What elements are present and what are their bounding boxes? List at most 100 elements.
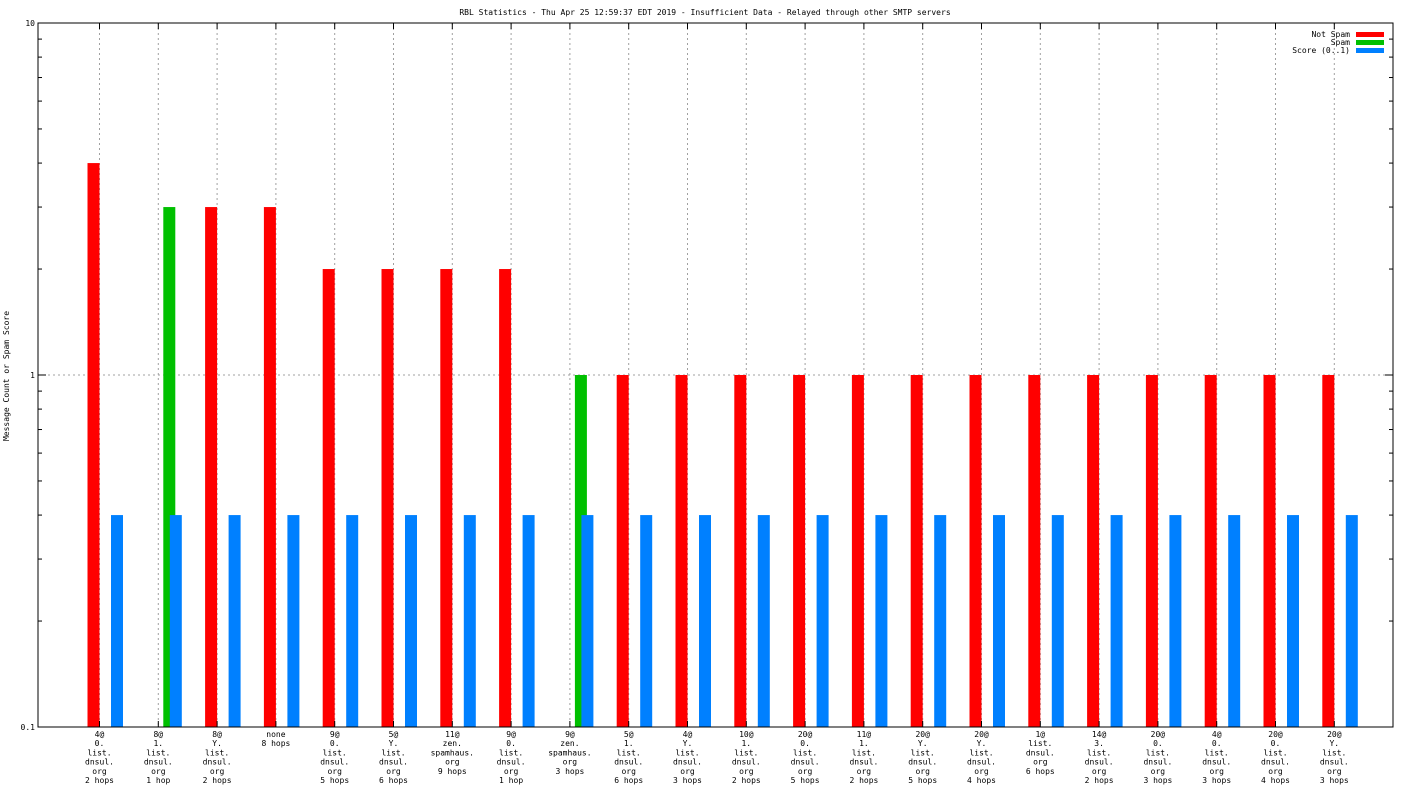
x-tick-label-line: org	[798, 767, 813, 776]
bar-score-0-1	[816, 515, 829, 727]
bar-not-spam	[1145, 375, 1158, 727]
bar-score-0-1	[699, 515, 711, 727]
legend-label: Spam	[1331, 38, 1350, 47]
x-tick-label-line: none	[266, 730, 285, 739]
x-tick-label-line: 8 hops	[261, 739, 290, 748]
x-tick-label-line: 3 hops	[1143, 776, 1172, 785]
bar-not-spam	[910, 375, 923, 727]
bar-score-0-1	[405, 515, 417, 727]
x-tick-label: 5@ 1. list. dnsul. org 6 hops	[614, 730, 643, 785]
legend-swatch	[1356, 48, 1384, 53]
x-tick-label: 4@ 0. list. dnsul. org 3 hops	[1202, 730, 1231, 785]
bar-score-0-1	[463, 515, 476, 727]
x-tick-label-line: org	[915, 767, 930, 776]
bar-not-spam	[1322, 375, 1335, 727]
x-tick-label-line: zen.	[443, 739, 462, 748]
y-axis-ticks: 0.1 1 10	[21, 19, 1393, 732]
x-tick-label-line: list.	[1087, 748, 1111, 757]
x-tick-label: 8@ Y. list. dnsul. org 2 hops	[203, 730, 232, 785]
x-tick-label-line: org	[974, 767, 989, 776]
x-tick-label-line: 3 hops	[1202, 776, 1231, 785]
bar-not-spam	[1028, 375, 1041, 727]
x-tick-label: 20@ Y. list. dnsul. org 3 hops	[1320, 730, 1349, 785]
x-tick-label-line: 0.	[95, 739, 105, 748]
bar-score-0-1	[993, 515, 1005, 727]
x-tick-label-line: list.	[323, 748, 347, 757]
x-tick-label-line: dnsul.	[1085, 758, 1114, 767]
x-tick-label-line: dnsul.	[1202, 758, 1231, 767]
x-tick-label-line: dnsul.	[849, 758, 878, 767]
x-tick-label-line: Y.	[683, 739, 693, 748]
x-tick-label-line: 0.	[800, 739, 810, 748]
x-tick-label-line: 20@	[1151, 730, 1166, 739]
bar-score-0-1	[934, 515, 947, 727]
bar-not-spam	[87, 163, 100, 727]
x-tick-label-line: 6 hops	[1026, 767, 1055, 776]
x-tick-label-line: list.	[381, 748, 405, 757]
x-tick-label-line: list.	[1028, 739, 1052, 748]
bar-score-0-1	[875, 515, 888, 727]
x-tick-label-line: dnsul.	[1261, 758, 1290, 767]
x-tick-label-line: 1.	[624, 739, 634, 748]
x-tick-label-line: list.	[1263, 748, 1287, 757]
bar-score-0-1	[1051, 515, 1064, 727]
x-tick-label-line: list.	[734, 748, 758, 757]
x-tick-label-line: org	[1209, 767, 1224, 776]
y-tick-label: 10	[25, 19, 35, 28]
x-tick-label-line: 9@	[330, 730, 340, 739]
legend-swatch	[1356, 40, 1384, 45]
x-tick-label-line: 0.	[330, 739, 340, 748]
bar-score-0-1	[169, 515, 182, 727]
x-tick-label-line: 3 hops	[555, 767, 584, 776]
x-tick-label-line: 5 hops	[320, 776, 349, 785]
x-tick-label-line: org	[151, 767, 166, 776]
x-tick-label-line: list.	[675, 748, 699, 757]
y-tick-label: 1	[30, 371, 35, 380]
x-tick-label-line: 6 hops	[379, 776, 408, 785]
x-tick-label-line: 1 hop	[146, 776, 170, 785]
x-tick-label-line: 9 hops	[438, 767, 467, 776]
x-tick-label-line: dnsul.	[497, 758, 526, 767]
x-tick-label-line: dnsul.	[1143, 758, 1172, 767]
x-tick-label-line: 0.	[1212, 739, 1222, 748]
x-tick-label: 9@ 0. list. dnsul. org 1 hop	[497, 730, 526, 785]
x-tick-label-line: org	[327, 767, 342, 776]
bar-not-spam	[263, 207, 276, 727]
bar-not-spam	[734, 375, 747, 727]
bar-not-spam	[440, 269, 453, 727]
x-tick-label-line: dnsul.	[614, 758, 643, 767]
x-tick-label-line: list.	[146, 748, 170, 757]
x-tick-label-line: org	[1268, 767, 1283, 776]
x-tick-label-line: list.	[852, 748, 876, 757]
x-tick-label-line: org	[1092, 767, 1107, 776]
bar-score-0-1	[1110, 515, 1123, 727]
x-tick-label-line: org	[445, 758, 460, 767]
x-tick-label-line: 5@	[389, 730, 399, 739]
x-tick-label-line: 1@	[1035, 730, 1045, 739]
x-tick-label-line: org	[1033, 758, 1048, 767]
x-tick-label-line: 2 hops	[203, 776, 232, 785]
x-tick-label-line: list.	[1146, 748, 1170, 757]
chart-title: RBL Statistics - Thu Apr 25 12:59:37 EDT…	[459, 8, 950, 17]
x-tick-label-line: 2 hops	[1085, 776, 1114, 785]
x-tick-label: 20@ 0. list. dnsul. org 3 hops	[1143, 730, 1172, 785]
x-tick-label-line: 8@	[153, 730, 163, 739]
bar-not-spam	[381, 269, 394, 727]
bar-score-0-1	[522, 515, 535, 727]
x-tick-label: 14@ 3. list. dnsul. org 2 hops	[1085, 730, 1114, 785]
x-tick-label: 20@ Y. list. dnsul. org 4 hops	[967, 730, 996, 785]
legend-swatch	[1356, 32, 1384, 37]
x-tick-label-line: 9@	[506, 730, 516, 739]
bar-not-spam	[1087, 375, 1100, 727]
bar-not-spam	[851, 375, 864, 727]
x-tick-label-line: 20@	[915, 730, 930, 739]
x-tick-label: 9@ 0. list. dnsul. org 5 hops	[320, 730, 349, 785]
x-tick-label: 11@ zen. spamhaus. org 9 hops	[431, 730, 474, 776]
x-tick-label-line: dnsul.	[1320, 758, 1349, 767]
x-tick-label-line: org	[504, 767, 519, 776]
bar-not-spam	[616, 375, 629, 727]
x-tick-label: 11@ 1. list. dnsul. org 2 hops	[849, 730, 878, 785]
legend-label: Score (0..1)	[1292, 46, 1350, 55]
x-tick-label-line: 0.	[506, 739, 516, 748]
x-tick-label-line: list.	[617, 748, 641, 757]
